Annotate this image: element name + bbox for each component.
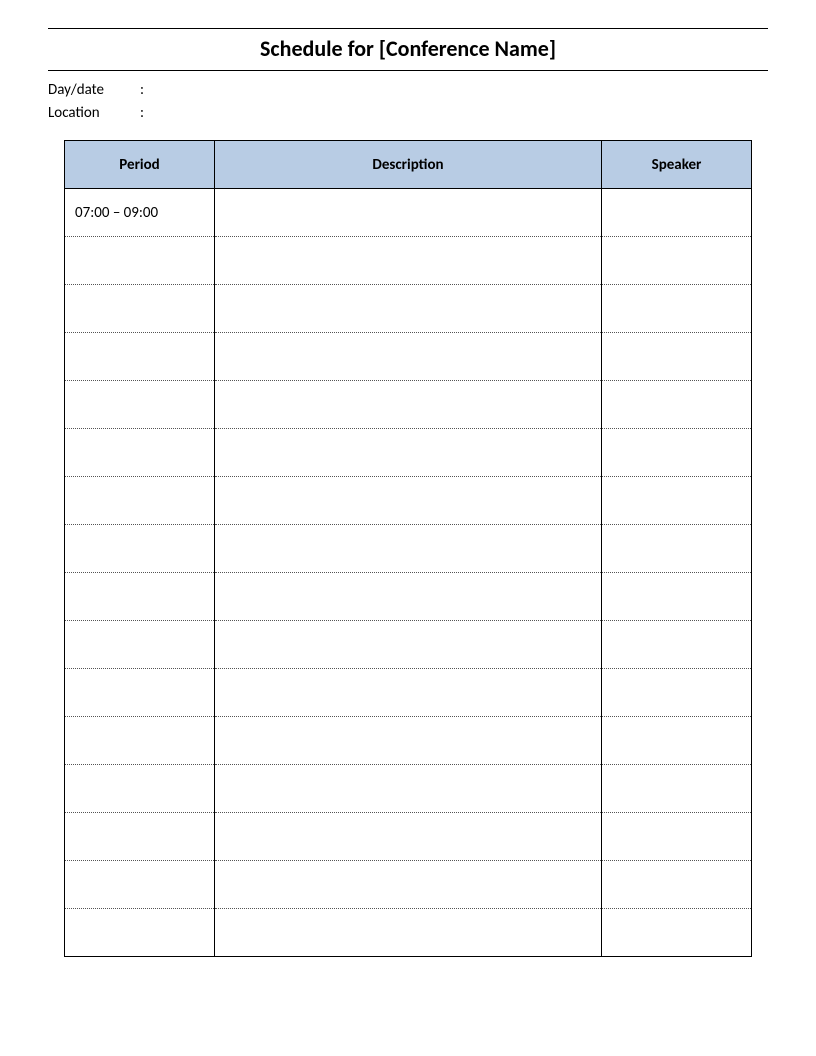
cell-description [215, 189, 602, 237]
table-header: Period Description Speaker [65, 141, 752, 189]
cell-speaker [602, 285, 752, 333]
column-header-period: Period [65, 141, 215, 189]
cell-speaker [602, 189, 752, 237]
table-row: 07:00 – 09:00 [65, 189, 752, 237]
meta-row-location: Location : [48, 102, 768, 125]
table-row [65, 813, 752, 861]
meta-row-daydate: Day/date : [48, 79, 768, 102]
cell-period [65, 765, 215, 813]
cell-period [65, 669, 215, 717]
cell-description [215, 765, 602, 813]
cell-speaker [602, 909, 752, 957]
table-row [65, 669, 752, 717]
cell-description [215, 237, 602, 285]
table-row [65, 477, 752, 525]
table-row [65, 285, 752, 333]
cell-description [215, 333, 602, 381]
cell-period [65, 861, 215, 909]
cell-description [215, 381, 602, 429]
cell-description [215, 429, 602, 477]
cell-speaker [602, 525, 752, 573]
table-row [65, 621, 752, 669]
table-row [65, 333, 752, 381]
cell-speaker [602, 669, 752, 717]
table-row [65, 429, 752, 477]
cell-description [215, 669, 602, 717]
table-row [65, 525, 752, 573]
cell-speaker [602, 573, 752, 621]
cell-speaker [602, 765, 752, 813]
cell-speaker [602, 621, 752, 669]
meta-colon: : [140, 79, 152, 102]
schedule-table: Period Description Speaker 07:00 – 09:00 [64, 140, 752, 957]
cell-period [65, 813, 215, 861]
title-block: Schedule for [Conference Name] [48, 28, 768, 71]
cell-period: 07:00 – 09:00 [65, 189, 215, 237]
cell-period [65, 525, 215, 573]
table-row [65, 861, 752, 909]
meta-value-location [152, 102, 162, 125]
cell-description [215, 285, 602, 333]
table-row [65, 573, 752, 621]
meta-colon: : [140, 102, 152, 125]
column-header-description: Description [215, 141, 602, 189]
cell-period [65, 621, 215, 669]
cell-speaker [602, 333, 752, 381]
cell-description [215, 717, 602, 765]
meta-label-daydate: Day/date [48, 79, 140, 102]
cell-description [215, 861, 602, 909]
meta-label-location: Location [48, 102, 140, 125]
cell-description [215, 621, 602, 669]
cell-period [65, 381, 215, 429]
cell-description [215, 525, 602, 573]
table-row [65, 909, 752, 957]
table-row [65, 237, 752, 285]
cell-period [65, 717, 215, 765]
schedule-table-wrap: Period Description Speaker 07:00 – 09:00 [48, 140, 768, 957]
page-title: Schedule for [Conference Name] [48, 35, 768, 62]
cell-speaker [602, 237, 752, 285]
document-page: Schedule for [Conference Name] Day/date … [0, 0, 816, 1056]
cell-speaker [602, 477, 752, 525]
cell-period [65, 909, 215, 957]
cell-description [215, 813, 602, 861]
table-body: 07:00 – 09:00 [65, 189, 752, 957]
meta-block: Day/date : Location : [48, 79, 768, 124]
cell-period [65, 429, 215, 477]
cell-speaker [602, 429, 752, 477]
cell-period [65, 285, 215, 333]
cell-period [65, 573, 215, 621]
table-header-row: Period Description Speaker [65, 141, 752, 189]
cell-period [65, 477, 215, 525]
table-row [65, 717, 752, 765]
column-header-speaker: Speaker [602, 141, 752, 189]
cell-speaker [602, 717, 752, 765]
meta-value-daydate [152, 79, 162, 102]
cell-description [215, 477, 602, 525]
cell-speaker [602, 861, 752, 909]
cell-period [65, 333, 215, 381]
cell-speaker [602, 381, 752, 429]
cell-speaker [602, 813, 752, 861]
cell-period [65, 237, 215, 285]
cell-description [215, 909, 602, 957]
table-row [65, 765, 752, 813]
table-row [65, 381, 752, 429]
cell-description [215, 573, 602, 621]
